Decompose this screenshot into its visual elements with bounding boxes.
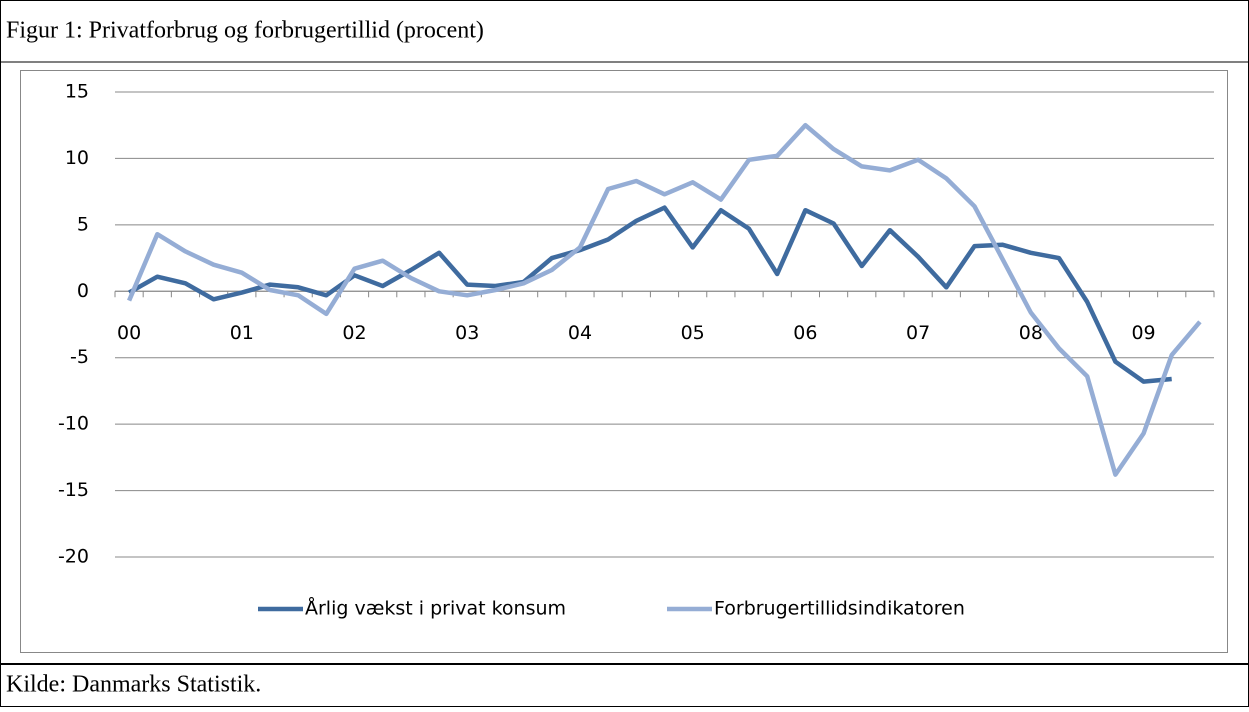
- source-note: Kilde: Danmarks Statistik.: [6, 672, 261, 698]
- x-tick-label: 08: [1019, 322, 1043, 344]
- legend-label: Forbrugertillidsindikatoren: [714, 598, 965, 620]
- y-tick-label: -10: [58, 413, 89, 435]
- chart-border: [20, 70, 1228, 653]
- x-tick-label: 07: [906, 322, 930, 344]
- y-tick-label: -15: [58, 479, 89, 501]
- x-tick-label: 06: [793, 322, 817, 344]
- x-tick-label: 03: [455, 322, 479, 344]
- figure-title: Figur 1: Privatforbrug og forbrugertilli…: [6, 18, 484, 44]
- y-tick-label: 15: [65, 81, 89, 103]
- series-line: [127, 122, 1202, 477]
- y-tick-label: -20: [58, 546, 89, 568]
- x-tick-label: 09: [1131, 322, 1155, 344]
- series-line: [127, 205, 1172, 384]
- x-tick-label: 01: [230, 322, 254, 344]
- y-tick-label: -5: [70, 346, 89, 368]
- x-tick-label: 05: [681, 322, 705, 344]
- y-tick-label: 0: [77, 280, 89, 302]
- x-tick-label: 02: [342, 322, 366, 344]
- x-tick-label: 00: [117, 322, 141, 344]
- legend-label: Årlig vækst i privat konsum: [305, 597, 566, 620]
- y-tick-label: 5: [77, 213, 89, 235]
- y-tick-label: 10: [65, 147, 89, 169]
- x-tick-label: 04: [568, 322, 592, 344]
